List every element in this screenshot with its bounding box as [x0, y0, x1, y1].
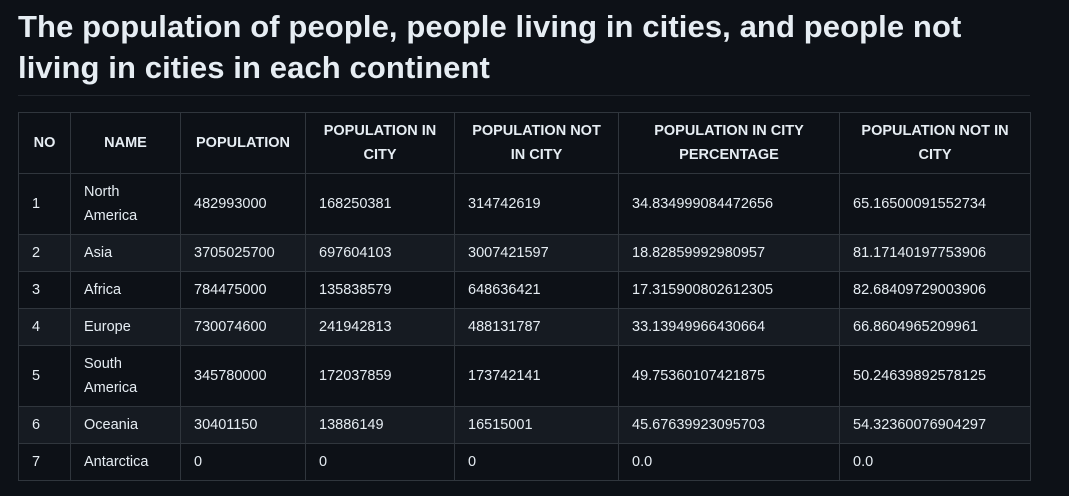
cell-in-city-percentage: 49.75360107421875: [618, 345, 840, 407]
table-row: 5 South America 345780000 172037859 1737…: [18, 345, 1031, 407]
cell-in-city-percentage: 34.834999084472656: [618, 173, 840, 235]
cell-population-not-in-city: 488131787: [454, 308, 619, 346]
cell-population: 730074600: [180, 308, 306, 346]
cell-population-in-city: 697604103: [305, 234, 455, 272]
cell-population-not-in-city: 314742619: [454, 173, 619, 235]
cell-name: Europe: [70, 308, 181, 346]
cell-population-in-city: 0: [305, 443, 455, 481]
cell-population-in-city: 241942813: [305, 308, 455, 346]
table-row: 6 Oceania 30401150 13886149 16515001 45.…: [18, 406, 1031, 444]
cell-not-in-city-percentage: 82.68409729003906: [839, 271, 1031, 309]
cell-no: 7: [18, 443, 71, 481]
header-population-not-in-city-percentage: POPULATION NOT IN CITY: [839, 112, 1031, 174]
cell-name: Asia: [70, 234, 181, 272]
page-title: The population of people, people living …: [18, 9, 962, 85]
header-no: NO: [18, 112, 71, 174]
cell-in-city-percentage: 17.315900802612305: [618, 271, 840, 309]
header-population-in-city: POPULATION IN CITY: [305, 112, 455, 174]
table-row: 4 Europe 730074600 241942813 488131787 3…: [18, 308, 1031, 346]
cell-population-not-in-city: 173742141: [454, 345, 619, 407]
cell-no: 4: [18, 308, 71, 346]
cell-population-in-city: 135838579: [305, 271, 455, 309]
cell-name: Africa: [70, 271, 181, 309]
cell-no: 5: [18, 345, 71, 407]
table-header-row: NO NAME POPULATION POPULATION IN CITY PO…: [18, 112, 1031, 174]
cell-not-in-city-percentage: 65.16500091552734: [839, 173, 1031, 235]
cell-population: 482993000: [180, 173, 306, 235]
header-population: POPULATION: [180, 112, 306, 174]
cell-population-not-in-city: 648636421: [454, 271, 619, 309]
cell-no: 2: [18, 234, 71, 272]
cell-no: 1: [18, 173, 71, 235]
cell-population-in-city: 13886149: [305, 406, 455, 444]
header-population-not-in-city: POPULATION NOT IN CITY: [454, 112, 619, 174]
cell-population-not-in-city: 3007421597: [454, 234, 619, 272]
cell-population: 3705025700: [180, 234, 306, 272]
cell-not-in-city-percentage: 81.17140197753906: [839, 234, 1031, 272]
cell-in-city-percentage: 0.0: [618, 443, 840, 481]
title-divider: [18, 95, 1030, 96]
cell-in-city-percentage: 18.82859992980957: [618, 234, 840, 272]
cell-population-not-in-city: 0: [454, 443, 619, 481]
cell-population-not-in-city: 16515001: [454, 406, 619, 444]
table-row: 2 Asia 3705025700 697604103 3007421597 1…: [18, 234, 1031, 272]
header-name: NAME: [70, 112, 181, 174]
cell-name: Oceania: [70, 406, 181, 444]
cell-population: 0: [180, 443, 306, 481]
cell-in-city-percentage: 33.13949966430664: [618, 308, 840, 346]
cell-name: North America: [70, 173, 181, 235]
table-row: 1 North America 482993000 168250381 3147…: [18, 173, 1031, 235]
cell-in-city-percentage: 45.67639923095703: [618, 406, 840, 444]
cell-not-in-city-percentage: 66.8604965209961: [839, 308, 1031, 346]
population-table: NO NAME POPULATION POPULATION IN CITY PO…: [18, 112, 1031, 481]
cell-name: South America: [70, 345, 181, 407]
cell-not-in-city-percentage: 54.32360076904297: [839, 406, 1031, 444]
cell-no: 6: [18, 406, 71, 444]
cell-no: 3: [18, 271, 71, 309]
cell-population-in-city: 172037859: [305, 345, 455, 407]
cell-population: 784475000: [180, 271, 306, 309]
table-row: 3 Africa 784475000 135838579 648636421 1…: [18, 271, 1031, 309]
cell-not-in-city-percentage: 0.0: [839, 443, 1031, 481]
cell-population: 345780000: [180, 345, 306, 407]
cell-name: Antarctica: [70, 443, 181, 481]
cell-population-in-city: 168250381: [305, 173, 455, 235]
cell-population: 30401150: [180, 406, 306, 444]
cell-not-in-city-percentage: 50.24639892578125: [839, 345, 1031, 407]
header-population-in-city-percentage: POPULATION IN CITY PERCENTAGE: [618, 112, 840, 174]
table-row: 7 Antarctica 0 0 0 0.0 0.0: [18, 443, 1031, 481]
